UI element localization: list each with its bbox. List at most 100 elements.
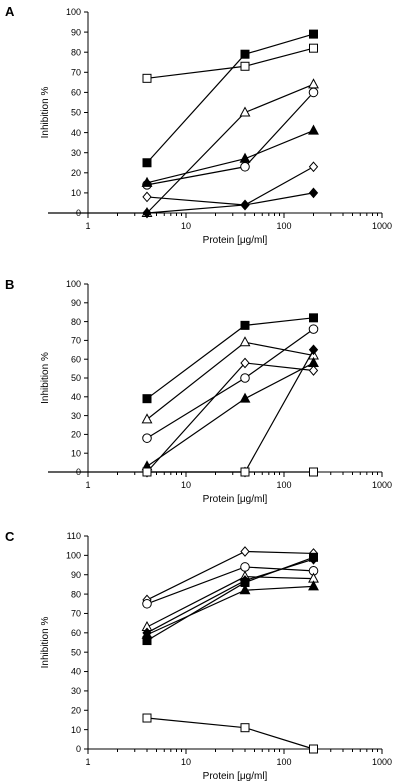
y-tick-label: 40	[71, 392, 81, 402]
y-tick-label: 30	[71, 148, 81, 158]
y-tick-label: 40	[71, 128, 81, 138]
y-tick-label: 30	[71, 411, 81, 421]
data-point	[239, 584, 251, 595]
y-tick-label: 90	[71, 298, 81, 308]
x-tick-label: 10	[181, 480, 191, 490]
x-tick-label: 1000	[372, 480, 392, 490]
y-tick-label: 50	[71, 108, 81, 118]
y-tick-label: 50	[71, 647, 81, 657]
x-tick-label: 10	[181, 757, 191, 767]
x-axis-label: Protein [μg/ml]	[203, 494, 268, 505]
data-point	[239, 106, 251, 117]
y-tick-label: 10	[71, 725, 81, 735]
panel-letter: B	[5, 277, 14, 292]
y-tick-label: 0	[76, 744, 81, 754]
y-tick-label: 80	[71, 317, 81, 327]
y-tick-label: 110	[67, 531, 81, 541]
x-tick-label: 1000	[372, 221, 392, 231]
y-axis-label: Inhibition %	[40, 87, 51, 139]
data-point	[309, 29, 319, 39]
data-point	[240, 546, 250, 557]
series-line	[146, 83, 314, 214]
x-tick-label: 1	[85, 221, 90, 231]
data-point	[142, 73, 152, 83]
data-point	[141, 628, 153, 639]
data-point	[142, 158, 152, 168]
series-square-filled	[142, 29, 319, 168]
data-point	[240, 357, 250, 369]
data-point	[240, 320, 250, 330]
y-tick-label: 100	[66, 279, 81, 289]
data-point	[239, 152, 251, 163]
series-diamond-open	[142, 357, 319, 478]
data-point	[309, 744, 319, 754]
series-triangle-open	[141, 78, 319, 217]
y-tick-label: 20	[71, 705, 81, 715]
data-point	[240, 467, 250, 477]
series-line	[146, 550, 314, 601]
series-line	[146, 558, 314, 634]
data-point	[141, 413, 153, 424]
series-line	[146, 341, 314, 420]
y-axis-label: Inhibition %	[40, 352, 51, 404]
series-diamond-filled	[48, 187, 319, 219]
x-tick-label: 10	[181, 221, 191, 231]
series-square-open	[142, 43, 319, 83]
y-tick-label: 80	[71, 47, 81, 57]
data-point	[308, 365, 319, 376]
data-point	[308, 580, 319, 591]
y-axis-label: Inhibition %	[40, 617, 51, 669]
series-square-open	[48, 467, 319, 477]
x-axis-label: Protein [μg/ml]	[203, 771, 268, 782]
data-point	[240, 562, 250, 572]
y-tick-label: 90	[71, 27, 81, 37]
y-tick-label: 100	[66, 551, 81, 561]
data-point	[142, 713, 152, 723]
series-square-filled	[142, 313, 319, 404]
y-tick-label: 100	[66, 7, 81, 17]
x-tick-label: 1000	[372, 757, 392, 767]
x-tick-label: 100	[276, 757, 291, 767]
panel-letter: A	[5, 4, 15, 19]
x-tick-label: 100	[276, 480, 291, 490]
y-tick-label: 30	[71, 686, 81, 696]
data-point	[308, 87, 319, 98]
data-point	[240, 199, 250, 211]
series-line	[146, 566, 314, 605]
series-square-filled	[142, 552, 319, 646]
data-point	[240, 723, 250, 733]
data-point	[142, 598, 152, 609]
data-point	[240, 61, 250, 71]
y-tick-label: 80	[71, 589, 81, 599]
y-tick-label: 10	[71, 188, 81, 198]
data-point	[308, 161, 319, 173]
series-line	[146, 585, 314, 636]
data-point	[308, 187, 319, 199]
series-triangle-filled	[141, 356, 319, 471]
y-tick-label: 60	[71, 628, 81, 638]
y-tick-label: 70	[71, 609, 81, 619]
data-point	[308, 324, 319, 334]
y-tick-label: 60	[71, 354, 81, 364]
data-point	[240, 49, 250, 59]
x-tick-label: 1	[85, 480, 90, 490]
data-point	[142, 433, 152, 443]
x-tick-label: 1	[85, 757, 90, 767]
y-tick-label: 40	[71, 667, 81, 677]
data-point	[308, 124, 319, 135]
data-point	[308, 78, 319, 89]
series-line	[146, 328, 314, 439]
data-point	[142, 467, 152, 477]
data-point	[239, 392, 251, 403]
y-tick-label: 20	[71, 168, 81, 178]
data-point	[309, 43, 319, 53]
series-line	[48, 192, 314, 214]
data-point	[309, 467, 319, 477]
series-line	[146, 166, 314, 206]
series-triangle-filled	[141, 124, 319, 187]
y-tick-label: 70	[71, 336, 81, 346]
series-line	[146, 33, 314, 164]
series-square-open	[142, 713, 319, 754]
